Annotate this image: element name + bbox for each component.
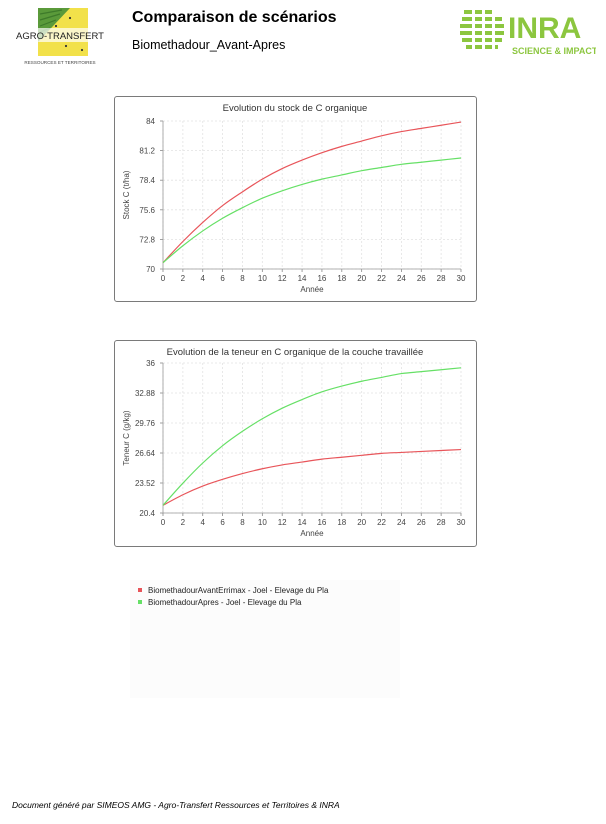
chart-stock-c-svg: Evolution du stock de C organique 70 72.8 7…: [122, 103, 466, 294]
agro-transfert-logo: AGRO-TRANSFERT RESSOURCES ET TERRITOIRES: [10, 6, 110, 68]
x-tick-label: 2: [181, 274, 186, 283]
legend-swatch-apres: [138, 600, 142, 604]
x-tick-label: 26: [417, 274, 426, 283]
x-tick-label: 4: [201, 518, 206, 527]
x-tick-label: 10: [258, 274, 267, 283]
x-tick-label: 12: [278, 274, 287, 283]
y-tick-label: 20.4: [139, 509, 155, 518]
x-tick-label: 12: [278, 518, 287, 527]
y-tick-label: 23.52: [135, 479, 156, 488]
y-tick-label: 70: [146, 265, 155, 274]
legend-label-apres: BiomethadourApres - Joel - Elevage du Pl…: [148, 597, 302, 607]
x-tick-label: 14: [298, 274, 307, 283]
x-tick-label: 24: [397, 274, 406, 283]
x-tick-label: 6: [220, 274, 225, 283]
x-tick-label: 0: [161, 274, 166, 283]
legend-item-apres: BiomethadourApres - Joel - Elevage du Pl…: [130, 596, 400, 608]
x-tick-label: 6: [220, 518, 225, 527]
x-tick-label: 20: [357, 274, 366, 283]
legend-label-avant: BiomethadourAvantErrimax - Joel - Elevag…: [148, 585, 329, 595]
y-tick-label: 78.4: [139, 176, 155, 185]
page-title: Comparaison de scénarios: [132, 9, 337, 26]
y-tick-label: 32.88: [135, 389, 156, 398]
y-tick-label: 26.64: [135, 449, 156, 458]
y-tick-label: 75.6: [139, 206, 155, 215]
x-tick-label: 2: [181, 518, 186, 527]
y-tick-label: 81.2: [139, 147, 155, 156]
series-line-apres: [162, 367, 462, 506]
chart-teneur-c: Evolution de la teneur en C organique de…: [114, 340, 477, 547]
plot-area: [163, 363, 461, 513]
x-tick-label: 10: [258, 518, 267, 527]
chart-title: Evolution de la teneur en C organique de…: [167, 347, 424, 358]
x-tick-label: 16: [317, 274, 326, 283]
x-tick-label: 8: [240, 274, 245, 283]
chart-teneur-c-svg: Evolution de la teneur en C organique de…: [122, 347, 466, 538]
x-tick-label: 14: [298, 518, 307, 527]
agro-logo-tagline: RESSOURCES ET TERRITOIRES: [24, 60, 95, 65]
inra-logo: INRA SCIENCE & IMPACT: [460, 4, 598, 62]
y-tick-label: 36: [146, 359, 155, 368]
series-line-avant: [162, 448, 462, 506]
x-tick-label: 16: [317, 518, 326, 527]
footer-text: Document généré par SIMEOS AMG - Agro-Tr…: [12, 800, 340, 810]
series-line-avant: [162, 121, 462, 264]
x-tick-label: 30: [457, 518, 466, 527]
x-axis-label: Année: [300, 285, 324, 294]
x-tick-label: 26: [417, 518, 426, 527]
agro-logo-name: AGRO-TRANSFERT: [16, 31, 104, 42]
series-line-apres: [162, 157, 462, 264]
x-tick-label: 20: [357, 518, 366, 527]
y-axis-label: Teneur C (g/kg): [122, 410, 131, 465]
chart-legend: BiomethadourAvantErrimax - Joel - Elevag…: [130, 580, 400, 698]
x-tick-label: 18: [337, 274, 346, 283]
legend-item-avant: BiomethadourAvantErrimax - Joel - Elevag…: [130, 584, 400, 596]
x-tick-label: 30: [457, 274, 466, 283]
page-subtitle: Biomethadour_Avant-Apres: [132, 38, 286, 52]
x-tick-label: 8: [240, 518, 245, 527]
x-tick-label: 24: [397, 518, 406, 527]
x-tick-label: 4: [201, 274, 206, 283]
x-tick-label: 28: [437, 274, 446, 283]
x-axis-label: Année: [300, 529, 324, 538]
inra-logo-name: INRA: [508, 12, 581, 45]
y-tick-label: 72.8: [139, 235, 155, 244]
x-tick-label: 22: [377, 274, 386, 283]
x-tick-label: 28: [437, 518, 446, 527]
legend-swatch-avant: [138, 588, 142, 592]
y-tick-label: 84: [146, 117, 155, 126]
y-tick-label: 29.76: [135, 419, 156, 428]
plot-area: [163, 121, 461, 269]
inra-logo-tagline: SCIENCE & IMPACT: [512, 46, 596, 56]
x-tick-label: 22: [377, 518, 386, 527]
chart-title: Evolution du stock de C organique: [223, 103, 368, 114]
y-axis-label: Stock C (t/ha): [122, 170, 131, 219]
x-tick-label: 18: [337, 518, 346, 527]
x-tick-label: 0: [161, 518, 166, 527]
chart-stock-c: Evolution du stock de C organique 70 72.8 7…: [114, 96, 477, 302]
